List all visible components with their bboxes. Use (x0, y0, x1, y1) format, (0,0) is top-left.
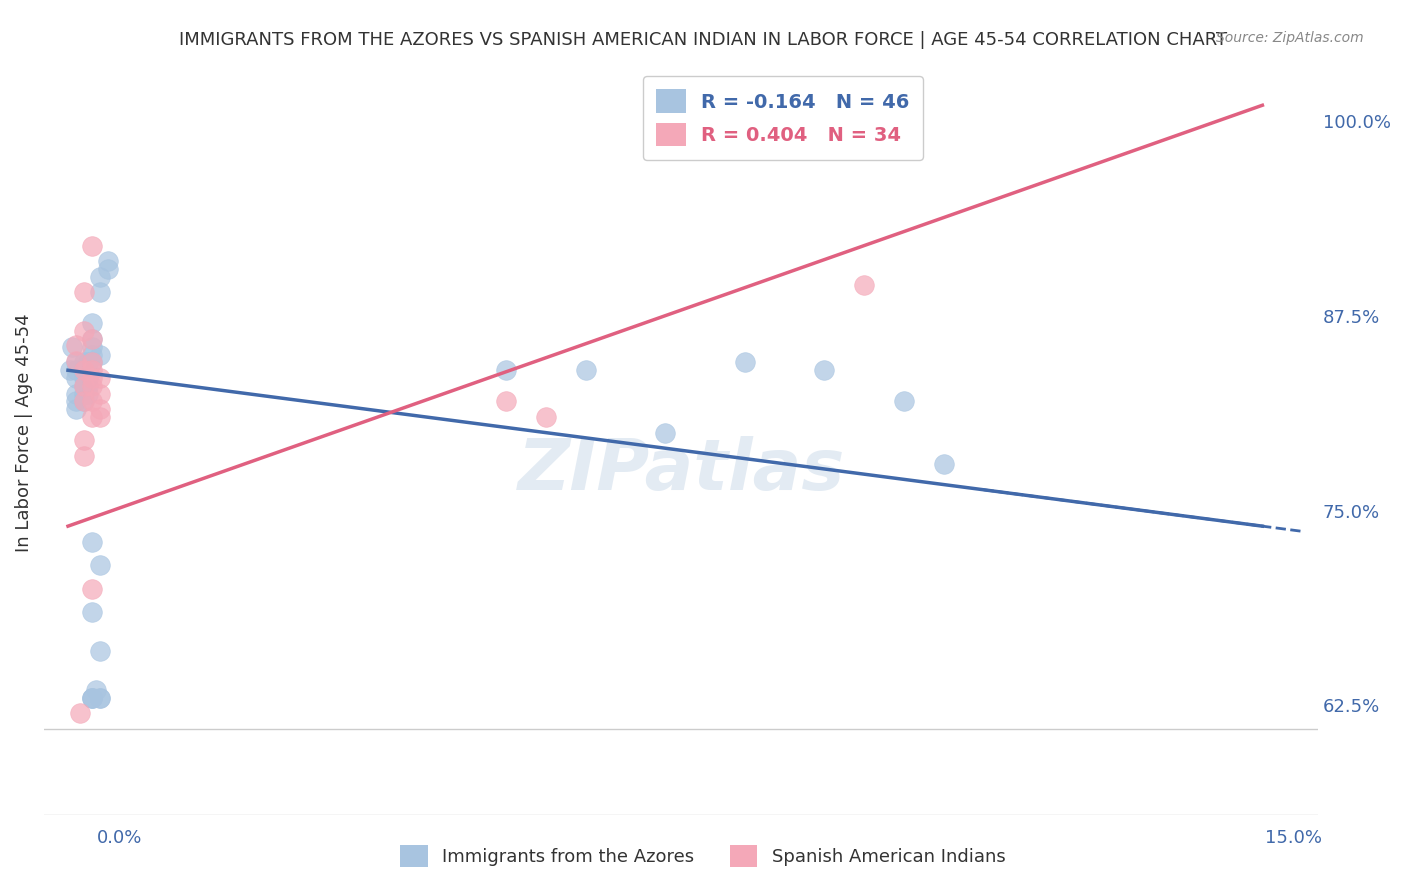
Point (89, 644, 111, 658)
Point (65, 355, 87, 369)
Legend: R = -0.164   N = 46, R = 0.404   N = 34: R = -0.164 N = 46, R = 0.404 N = 34 (643, 76, 924, 160)
Point (80, 534, 103, 549)
Point (80, 690, 103, 705)
Point (654, 425, 676, 440)
Point (80, 238, 103, 252)
Point (65, 386, 87, 401)
Text: Source: ZipAtlas.com: Source: ZipAtlas.com (1216, 31, 1364, 45)
Point (77, 355, 100, 369)
Point (80, 348, 103, 362)
Point (89, 690, 111, 705)
Point (89, 285, 111, 300)
Point (80, 410, 103, 425)
Point (853, 277, 876, 292)
Point (97, 254, 120, 268)
Point (80, 355, 103, 369)
Point (73, 355, 96, 369)
Legend: Immigrants from the Azores, Spanish American Indians: Immigrants from the Azores, Spanish Amer… (394, 838, 1012, 874)
Point (80, 690, 103, 705)
Point (80, 355, 103, 369)
Point (73, 449, 96, 463)
Point (73, 285, 96, 300)
Point (65, 354, 87, 368)
Point (80, 605, 103, 619)
Point (574, 363, 596, 377)
Point (89, 386, 111, 401)
Point (495, 394, 517, 409)
Point (60, 340, 83, 354)
Point (77, 363, 100, 377)
Point (89, 402, 111, 417)
Point (80, 379, 103, 393)
Point (65, 338, 87, 352)
Point (80, 582, 103, 596)
Point (89, 371, 111, 385)
Point (65, 363, 87, 377)
Point (73, 434, 96, 448)
Text: 15.0%: 15.0% (1265, 830, 1322, 847)
Point (69, 706, 91, 721)
Point (77, 386, 100, 401)
Point (813, 363, 835, 377)
Text: ZIPatlas: ZIPatlas (517, 436, 845, 505)
Point (65, 394, 87, 409)
Point (80, 363, 103, 377)
Point (89, 348, 111, 362)
Point (84, 682, 107, 697)
Point (97, 261, 120, 276)
Point (89, 690, 111, 705)
Point (80, 332, 103, 346)
Text: IMMIGRANTS FROM THE AZORES VS SPANISH AMERICAN INDIAN IN LABOR FORCE | AGE 45-54: IMMIGRANTS FROM THE AZORES VS SPANISH AM… (179, 31, 1227, 49)
Point (65, 402, 87, 417)
Point (77, 371, 100, 385)
Point (89, 269, 111, 284)
Point (59, 363, 82, 377)
Point (80, 340, 103, 354)
Point (932, 457, 955, 471)
Point (73, 371, 96, 385)
Point (80, 371, 103, 385)
Point (73, 363, 96, 377)
Point (73, 324, 96, 338)
Point (80, 332, 103, 346)
Point (89, 558, 111, 573)
Point (73, 394, 96, 409)
Point (73, 379, 96, 393)
Point (89, 410, 111, 425)
Point (73, 379, 96, 393)
Point (65, 371, 87, 385)
Point (734, 355, 756, 369)
Point (534, 410, 557, 425)
Point (80, 394, 103, 409)
Point (73, 386, 96, 401)
Point (80, 317, 103, 331)
Point (73, 394, 96, 409)
Point (77, 379, 100, 393)
Point (893, 394, 915, 409)
Text: 0.0%: 0.0% (97, 830, 142, 847)
Point (495, 363, 517, 377)
Point (80, 690, 103, 705)
Point (73, 363, 96, 377)
Y-axis label: In Labor Force | Age 45-54: In Labor Force | Age 45-54 (15, 313, 32, 552)
